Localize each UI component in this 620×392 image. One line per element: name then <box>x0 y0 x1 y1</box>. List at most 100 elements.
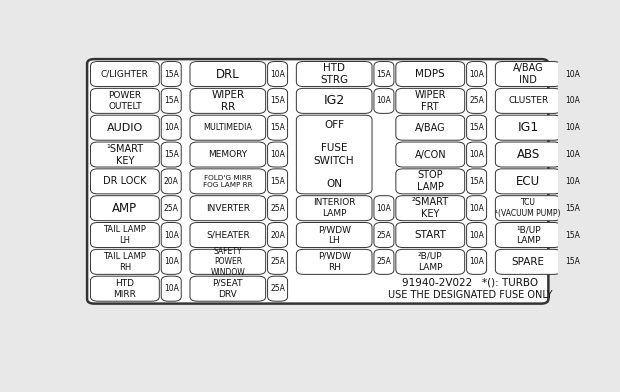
Text: 10A: 10A <box>469 204 484 213</box>
FancyBboxPatch shape <box>396 115 464 140</box>
Text: HTD
MIRR: HTD MIRR <box>113 279 136 299</box>
Text: STOP
LAMP: STOP LAMP <box>417 171 444 192</box>
FancyBboxPatch shape <box>190 88 265 113</box>
Text: INVERTER: INVERTER <box>206 204 250 213</box>
Text: ¹B/UP
LAMP: ¹B/UP LAMP <box>516 225 541 245</box>
Text: C/LIGHTER: C/LIGHTER <box>101 69 149 78</box>
Text: ²B/UP
LAMP: ²B/UP LAMP <box>418 252 443 272</box>
Text: 10A: 10A <box>469 69 484 78</box>
FancyBboxPatch shape <box>161 276 181 301</box>
Text: TAIL LAMP
RH: TAIL LAMP RH <box>104 252 146 272</box>
FancyBboxPatch shape <box>296 88 372 113</box>
Text: SPARE: SPARE <box>512 257 545 267</box>
Text: ECU: ECU <box>516 175 540 188</box>
FancyBboxPatch shape <box>563 115 583 140</box>
FancyBboxPatch shape <box>374 88 394 113</box>
Text: 15A: 15A <box>270 123 285 132</box>
Text: 25A: 25A <box>469 96 484 105</box>
FancyBboxPatch shape <box>563 249 583 274</box>
FancyBboxPatch shape <box>190 142 265 167</box>
Text: 20A: 20A <box>164 177 179 186</box>
FancyBboxPatch shape <box>296 62 372 87</box>
FancyBboxPatch shape <box>268 196 288 221</box>
FancyBboxPatch shape <box>396 223 464 247</box>
Text: 10A: 10A <box>565 150 580 159</box>
FancyBboxPatch shape <box>91 115 159 140</box>
Text: AMP: AMP <box>112 202 138 215</box>
FancyBboxPatch shape <box>374 223 394 247</box>
FancyBboxPatch shape <box>87 59 548 304</box>
FancyBboxPatch shape <box>190 169 265 194</box>
Text: WIPER
RR: WIPER RR <box>211 90 244 112</box>
Text: 25A: 25A <box>376 258 391 266</box>
FancyBboxPatch shape <box>161 249 181 274</box>
Text: TCU
¹(VACUUM PUMP): TCU ¹(VACUUM PUMP) <box>495 198 561 218</box>
FancyBboxPatch shape <box>495 196 561 221</box>
FancyBboxPatch shape <box>563 169 583 194</box>
Text: MULTIMEDIA: MULTIMEDIA <box>203 123 252 132</box>
FancyBboxPatch shape <box>467 223 487 247</box>
FancyBboxPatch shape <box>161 196 181 221</box>
FancyBboxPatch shape <box>91 223 159 247</box>
Text: 15A: 15A <box>376 69 391 78</box>
FancyBboxPatch shape <box>161 169 181 194</box>
FancyBboxPatch shape <box>190 276 265 301</box>
Text: ¹SMART
KEY: ¹SMART KEY <box>106 143 143 165</box>
FancyBboxPatch shape <box>563 223 583 247</box>
FancyBboxPatch shape <box>161 88 181 113</box>
Text: HTD
STRG: HTD STRG <box>320 63 348 85</box>
Text: A/BAG: A/BAG <box>415 123 446 133</box>
FancyBboxPatch shape <box>190 196 265 221</box>
Text: CLUSTER: CLUSTER <box>508 96 548 105</box>
FancyBboxPatch shape <box>268 276 288 301</box>
Text: USE THE DESIGNATED FUSE ONLY: USE THE DESIGNATED FUSE ONLY <box>388 290 552 300</box>
Text: P/SEAT
DRV: P/SEAT DRV <box>213 279 243 299</box>
FancyBboxPatch shape <box>495 142 561 167</box>
FancyBboxPatch shape <box>374 62 394 87</box>
FancyBboxPatch shape <box>161 115 181 140</box>
Text: ²SMART
KEY: ²SMART KEY <box>412 197 449 219</box>
FancyBboxPatch shape <box>296 249 372 274</box>
Text: FUSE
SWITCH: FUSE SWITCH <box>314 143 355 166</box>
Text: DRL: DRL <box>216 67 240 80</box>
FancyBboxPatch shape <box>374 249 394 274</box>
Text: IG1: IG1 <box>518 121 539 134</box>
Text: 10A: 10A <box>164 123 179 132</box>
FancyBboxPatch shape <box>396 249 464 274</box>
FancyBboxPatch shape <box>396 169 464 194</box>
Text: 10A: 10A <box>565 123 580 132</box>
FancyBboxPatch shape <box>495 169 561 194</box>
Text: 15A: 15A <box>270 177 285 186</box>
FancyBboxPatch shape <box>396 62 464 87</box>
FancyBboxPatch shape <box>396 196 464 221</box>
FancyBboxPatch shape <box>396 88 464 113</box>
FancyBboxPatch shape <box>268 115 288 140</box>
Text: 15A: 15A <box>469 177 484 186</box>
Text: ON: ON <box>326 179 342 189</box>
FancyBboxPatch shape <box>467 249 487 274</box>
Text: 10A: 10A <box>164 258 179 266</box>
FancyBboxPatch shape <box>467 62 487 87</box>
FancyBboxPatch shape <box>268 142 288 167</box>
Text: 25A: 25A <box>164 204 179 213</box>
Text: 15A: 15A <box>164 69 179 78</box>
Text: TAIL LAMP
LH: TAIL LAMP LH <box>104 225 146 245</box>
FancyBboxPatch shape <box>161 223 181 247</box>
Text: 25A: 25A <box>270 204 285 213</box>
FancyBboxPatch shape <box>268 249 288 274</box>
Text: 15A: 15A <box>565 230 580 240</box>
FancyBboxPatch shape <box>563 88 583 113</box>
Text: 15A: 15A <box>270 96 285 105</box>
Text: 91940-2V022   *(): TURBO: 91940-2V022 *(): TURBO <box>402 277 539 287</box>
FancyBboxPatch shape <box>161 142 181 167</box>
FancyBboxPatch shape <box>495 249 561 274</box>
FancyBboxPatch shape <box>296 223 372 247</box>
Text: 10A: 10A <box>469 258 484 266</box>
FancyBboxPatch shape <box>190 249 265 274</box>
Text: DR LOCK: DR LOCK <box>103 176 147 186</box>
Text: IG2: IG2 <box>324 94 345 107</box>
FancyBboxPatch shape <box>91 142 159 167</box>
FancyBboxPatch shape <box>91 196 159 221</box>
Text: 10A: 10A <box>270 150 285 159</box>
FancyBboxPatch shape <box>91 88 159 113</box>
